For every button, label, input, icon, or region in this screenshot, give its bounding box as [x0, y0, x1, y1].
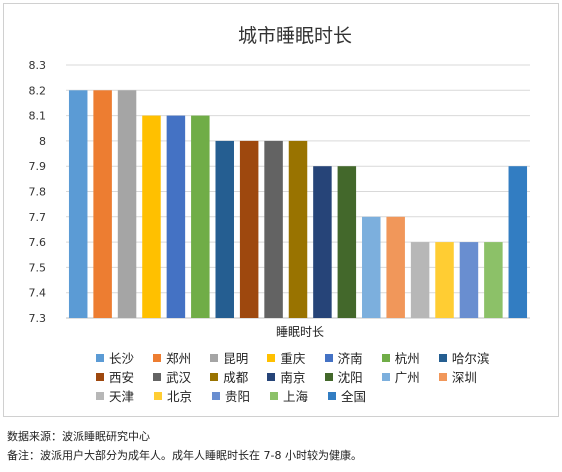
bar-武汉: [264, 140, 283, 318]
legend-row: 天津 北京 贵阳 上海 全国: [96, 386, 496, 405]
legend-label: 深圳: [451, 370, 477, 385]
y-tick-label: 8.3: [29, 59, 47, 72]
legend-label: 西安: [109, 370, 135, 385]
footnotes: 数据来源：波派睡眠研究中心 备注：波派用户大部分为成年人。成年人睡眠时长在 7-…: [7, 427, 362, 465]
legend-item: 深圳: [438, 367, 496, 386]
legend-item: 长沙: [96, 348, 153, 367]
legend-item: 贵阳: [212, 386, 270, 405]
legend-label: 重庆: [280, 351, 306, 366]
legend-label: 长沙: [109, 351, 135, 366]
legend-swatch: [96, 353, 104, 362]
legend-swatch: [324, 372, 333, 381]
legend-item: 天津: [96, 386, 154, 405]
legend-swatch: [153, 372, 162, 381]
bar-上海: [484, 242, 503, 318]
legend-label: 全国: [341, 389, 367, 404]
bar-重庆: [142, 115, 161, 318]
x-axis-label: 睡眠时长: [276, 325, 324, 339]
legend-label: 贵阳: [225, 389, 251, 404]
bar-北京: [435, 242, 454, 318]
y-tick-label: 8: [39, 135, 46, 148]
legend-label: 南京: [280, 370, 306, 385]
y-tick-label: 7.8: [29, 186, 47, 199]
legend-row: 长沙 郑州 昆明 重庆 济南 杭州 哈尔滨: [96, 348, 496, 367]
bar-哈尔滨: [215, 140, 234, 318]
legend-swatch: [210, 353, 219, 362]
legend-label: 沈阳: [337, 370, 363, 385]
legend-label: 昆明: [223, 351, 249, 366]
legend-label: 成都: [223, 370, 249, 385]
legend-item: 沈阳: [324, 367, 382, 386]
legend-swatch: [96, 372, 104, 381]
y-tick-label: 7.4: [29, 287, 47, 300]
legend-item: 昆明: [210, 348, 267, 367]
bar-贵阳: [459, 242, 479, 318]
legend-swatch: [381, 372, 390, 381]
legend-swatch: [328, 391, 336, 400]
bar-成都: [288, 140, 308, 318]
bars: [68, 90, 528, 318]
bar-chart: 城市睡眠时长 8.3 8.2 8.1 8 7.9 7.8 7.7 7.6 7.5 7.4 7.3 睡…: [29, 25, 530, 339]
legend-swatch: [212, 391, 220, 400]
legend-item: 武汉: [153, 367, 210, 386]
legend-item: 上海: [270, 386, 328, 405]
legend-label: 上海: [283, 389, 309, 404]
bar-杭州: [191, 115, 210, 318]
bar-天津: [410, 242, 430, 318]
bar-广州: [362, 216, 381, 318]
legend-row: 西安 武汉 成都 南京 沈阳 广州 深圳: [96, 367, 496, 386]
legend-item: 重庆: [267, 348, 324, 367]
legend-swatch: [438, 353, 447, 362]
legend-item: 北京: [154, 386, 212, 405]
legend-item: 成都: [210, 367, 267, 386]
bar-济南: [166, 115, 186, 318]
y-tick-label: 8.1: [29, 110, 47, 123]
legend-swatch: [154, 391, 162, 400]
legend-label: 郑州: [166, 351, 192, 366]
data-source-note: 数据来源：波派睡眠研究中心: [7, 430, 150, 443]
legend-swatch: [210, 372, 219, 381]
legend-label: 哈尔滨: [451, 351, 490, 366]
legend-item: 南京: [267, 367, 324, 386]
legend-item: 广州: [381, 367, 439, 386]
y-tick-label: 7.6: [29, 236, 47, 249]
bar-全国: [508, 166, 528, 318]
legend-item: 哈尔滨: [438, 348, 496, 367]
chart-title: 城市睡眠时长: [238, 25, 352, 47]
legend-label: 广州: [394, 370, 420, 385]
legend-label: 杭州: [394, 351, 420, 366]
legend-label: 天津: [109, 389, 135, 404]
legend-swatch: [267, 353, 276, 362]
chart-legend: 长沙 郑州 昆明 重庆 济南 杭州 哈尔滨西安 武汉 成都 南京 沈阳 广州 深圳天津 北京 贵阳 上海 全国: [96, 348, 496, 405]
bar-沈阳: [337, 166, 357, 318]
legend-item: 郑州: [153, 348, 210, 367]
y-tick-label: 7.3: [29, 312, 47, 325]
legend-swatch: [270, 391, 278, 400]
legend-item: 杭州: [381, 348, 439, 367]
legend-swatch: [438, 372, 447, 381]
legend-item: 全国: [328, 386, 386, 405]
legend-swatch: [381, 353, 390, 362]
legend-swatch: [267, 372, 276, 381]
bar-郑州: [93, 90, 112, 318]
y-axis-ticks: 8.3 8.2 8.1 8 7.9 7.8 7.7 7.6 7.5 7.4 7.3: [29, 59, 47, 325]
bar-西安: [239, 140, 259, 318]
bar-昆明: [117, 90, 137, 318]
legend-swatch: [96, 391, 104, 400]
legend-item: 济南: [324, 348, 382, 367]
legend-swatch: [153, 353, 162, 362]
legend-item: 西安: [96, 367, 153, 386]
legend-label: 济南: [337, 351, 363, 366]
legend-label: 北京: [167, 389, 193, 404]
bar-长沙: [68, 90, 88, 318]
y-tick-label: 8.2: [29, 84, 47, 97]
y-tick-label: 7.9: [29, 160, 47, 173]
bar-深圳: [386, 216, 405, 318]
legend-swatch: [324, 353, 333, 362]
y-tick-label: 7.7: [29, 211, 47, 224]
remark-note: 备注：波派用户大部分为成年人。成年人睡眠时长在 7-8 小时较为健康。: [7, 449, 362, 462]
bar-南京: [313, 166, 332, 318]
legend-label: 武汉: [166, 370, 192, 385]
y-tick-label: 7.5: [29, 261, 47, 274]
